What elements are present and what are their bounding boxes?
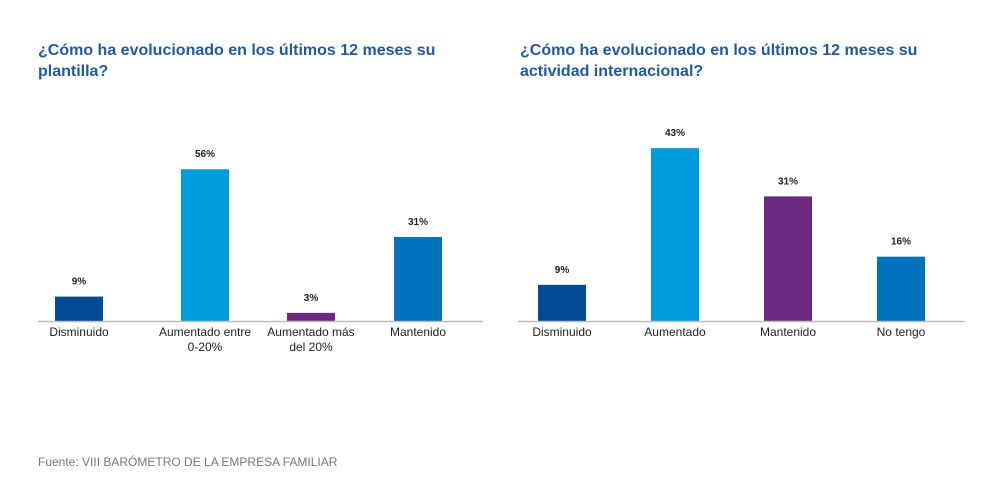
value-label: 31% <box>408 217 428 228</box>
category-label: Aumentado <box>644 325 706 339</box>
bar-4 <box>394 236 442 321</box>
category-label: Aumentado más <box>267 325 354 339</box>
bar-2 <box>651 148 699 321</box>
bar-4 <box>877 256 925 321</box>
category-label: Disminuido <box>532 325 592 339</box>
value-label: 43% <box>665 128 685 139</box>
bar-2 <box>181 169 229 321</box>
value-label: 3% <box>304 293 319 304</box>
bar-3 <box>764 196 812 321</box>
value-label: 9% <box>555 265 570 276</box>
chart-title-plantilla: ¿Cómo ha evolucionado en los últimos 12 … <box>38 42 436 80</box>
category-label: No tengo <box>877 325 926 339</box>
category-label: Aumentado entre <box>159 325 251 339</box>
category-label: Mantenido <box>760 325 816 339</box>
category-label: Disminuido <box>49 325 109 339</box>
bar-3 <box>287 312 335 321</box>
value-label: 31% <box>778 176 798 187</box>
bar-1 <box>538 284 586 321</box>
value-label: 56% <box>195 149 215 160</box>
chart-title-actividad-internacional: ¿Cómo ha evolucionado en los últimos 12 … <box>520 42 918 80</box>
value-label: 9% <box>72 277 87 288</box>
value-label: 16% <box>891 237 911 248</box>
category-label: Mantenido <box>390 325 446 339</box>
bar-chart-internacional: 9% Disminuido 43% Aumentado 31% Mantenido 16% N… <box>518 128 965 339</box>
bar-1 <box>55 296 103 321</box>
source-note: Fuente: VIII BARÓMETRO DE LA EMPRESA FAM… <box>38 455 338 469</box>
category-label: 0-20% <box>188 340 223 354</box>
category-label: del 20% <box>289 340 333 354</box>
